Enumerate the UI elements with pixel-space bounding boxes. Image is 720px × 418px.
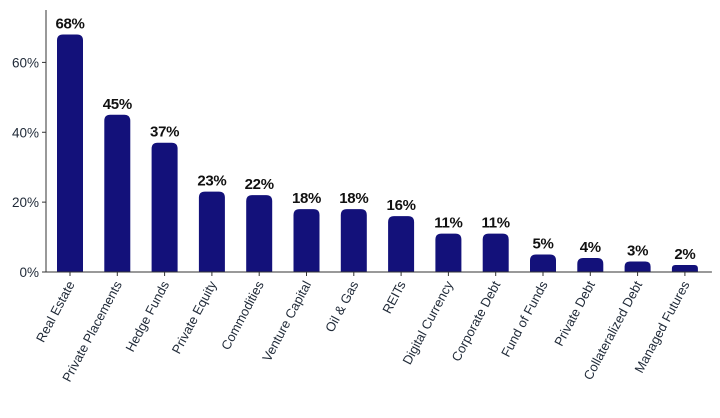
y-tick-label: 60% bbox=[12, 55, 39, 70]
x-category-label: REITs bbox=[379, 278, 409, 316]
data-label: 45% bbox=[103, 96, 132, 113]
bar bbox=[671, 265, 698, 272]
bar bbox=[530, 254, 556, 272]
bar bbox=[577, 258, 604, 272]
bar bbox=[104, 114, 131, 272]
data-labels: 68% 45% 37% 23% 22% 18% 18% 16% 11% 11% 5% 4% 3% 2% bbox=[55, 15, 695, 263]
bar bbox=[293, 209, 320, 272]
data-label: 18% bbox=[339, 190, 368, 207]
x-category-label: Oil & Gas bbox=[322, 278, 362, 335]
data-label: 37% bbox=[150, 124, 179, 141]
data-label: 11% bbox=[434, 215, 462, 232]
y-tick-label: 40% bbox=[12, 125, 39, 140]
bar bbox=[388, 216, 415, 272]
data-label: 23% bbox=[197, 173, 226, 190]
bar bbox=[198, 191, 225, 272]
x-category-label: Fund of Funds bbox=[498, 278, 551, 359]
data-label: 11% bbox=[482, 215, 510, 232]
y-tick-label: 20% bbox=[12, 195, 39, 210]
x-category-label: Commodities bbox=[218, 278, 267, 352]
data-label: 18% bbox=[292, 190, 321, 207]
bars bbox=[57, 34, 698, 272]
bar bbox=[57, 34, 83, 272]
data-label: 3% bbox=[627, 243, 648, 260]
data-label: 16% bbox=[387, 197, 416, 214]
y-tick-label: 0% bbox=[19, 265, 39, 280]
bar bbox=[246, 195, 273, 272]
bar bbox=[340, 209, 367, 272]
bar bbox=[482, 233, 509, 272]
bar bbox=[151, 142, 178, 272]
data-label: 4% bbox=[580, 239, 601, 256]
data-label: 5% bbox=[532, 236, 553, 253]
x-category-label: Private Equity bbox=[169, 278, 220, 356]
bar bbox=[435, 233, 462, 272]
x-category-label: Corporate Debt bbox=[448, 278, 503, 364]
data-label: 2% bbox=[674, 246, 695, 263]
data-label: 68% bbox=[55, 15, 84, 32]
x-category-label: Digital Currency bbox=[399, 278, 456, 367]
x-category-label: Private Debt bbox=[551, 278, 598, 349]
x-category-label: Hedge Funds bbox=[122, 278, 172, 354]
data-label: 22% bbox=[245, 176, 274, 193]
bar bbox=[624, 261, 651, 272]
x-category-label: Real Estate bbox=[33, 278, 78, 344]
x-category-label: Venture Capital bbox=[259, 278, 314, 364]
y-axis: 0% 20% 40% 60% bbox=[12, 10, 47, 280]
